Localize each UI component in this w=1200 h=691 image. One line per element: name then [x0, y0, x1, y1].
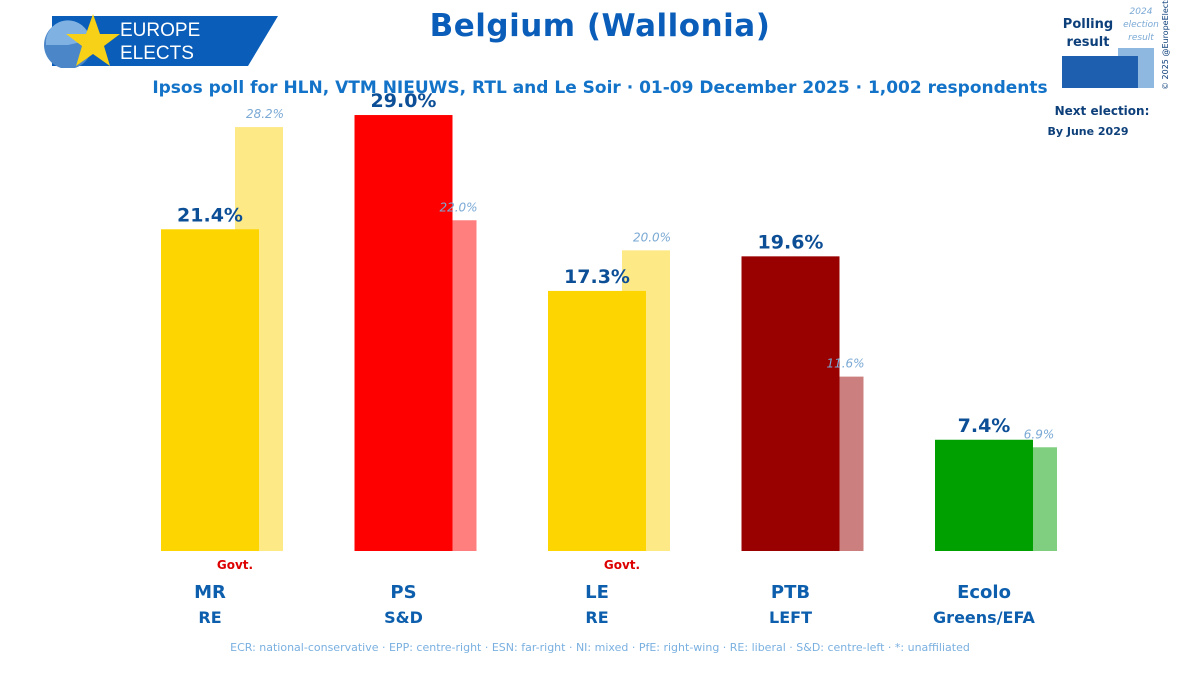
party-label: Ecolo — [957, 582, 1011, 603]
legend-polling-swatch — [1062, 56, 1138, 88]
party-label: LE — [585, 582, 609, 603]
current-value-label: 21.4% — [177, 204, 243, 226]
logo-star-icon — [66, 14, 120, 66]
legend-election-label-1: 2024 — [1130, 7, 1153, 17]
party-label: MR — [194, 582, 226, 603]
party-label: PS — [390, 582, 416, 603]
logo-line1: EUROPE — [120, 20, 200, 41]
legend-next-election-value: By June 2029 — [1047, 125, 1128, 138]
group-label: Greens/EFA — [933, 608, 1036, 627]
chart-title: Belgium (Wallonia) — [429, 8, 771, 44]
legend-polling-label-1: Polling — [1063, 17, 1113, 32]
current-bar — [548, 290, 646, 551]
current-bar — [354, 115, 453, 552]
group-label: S&D — [384, 608, 423, 627]
chart-subtitle: Ipsos poll for HLN, VTM NIEUWS, RTL and … — [152, 78, 1048, 98]
group-label: RE — [585, 608, 608, 627]
current-bar — [161, 229, 259, 551]
current-value-label: 19.6% — [758, 231, 824, 253]
europe-elects-logo: EUROPE ELECTS — [44, 14, 278, 68]
current-value-label: 17.3% — [564, 266, 630, 288]
current-value-label: 29.0% — [371, 90, 437, 112]
current-value-label: 7.4% — [958, 415, 1011, 437]
previous-value-label: 11.6% — [826, 357, 864, 371]
group-label: LEFT — [769, 608, 812, 627]
legend-copyright: © 2025 @EuropeElects — [1161, 0, 1170, 90]
previous-value-label: 20.0% — [633, 230, 671, 244]
party-label: PTB — [771, 582, 810, 603]
govt-label: Govt. — [217, 558, 253, 572]
legend-polling-label-2: result — [1067, 35, 1110, 50]
logo-banner — [52, 16, 278, 66]
previous-value-label: 22.0% — [439, 200, 477, 214]
previous-value-label: 6.9% — [1024, 427, 1055, 441]
legend: Polling result 2024 election result © 20… — [1047, 0, 1170, 138]
footnote: ECR: national-conservative · EPP: centre… — [230, 641, 970, 654]
legend-next-election-label: Next election: — [1055, 104, 1150, 118]
govt-label: Govt. — [604, 558, 640, 572]
legend-election-label-3: result — [1128, 33, 1154, 43]
group-label: RE — [198, 608, 221, 627]
logo-line2: ELECTS — [120, 43, 194, 64]
current-bar — [741, 256, 840, 551]
legend-election-label-2: election — [1123, 20, 1159, 30]
previous-value-label: 28.2% — [246, 107, 284, 121]
current-bar — [935, 439, 1033, 551]
